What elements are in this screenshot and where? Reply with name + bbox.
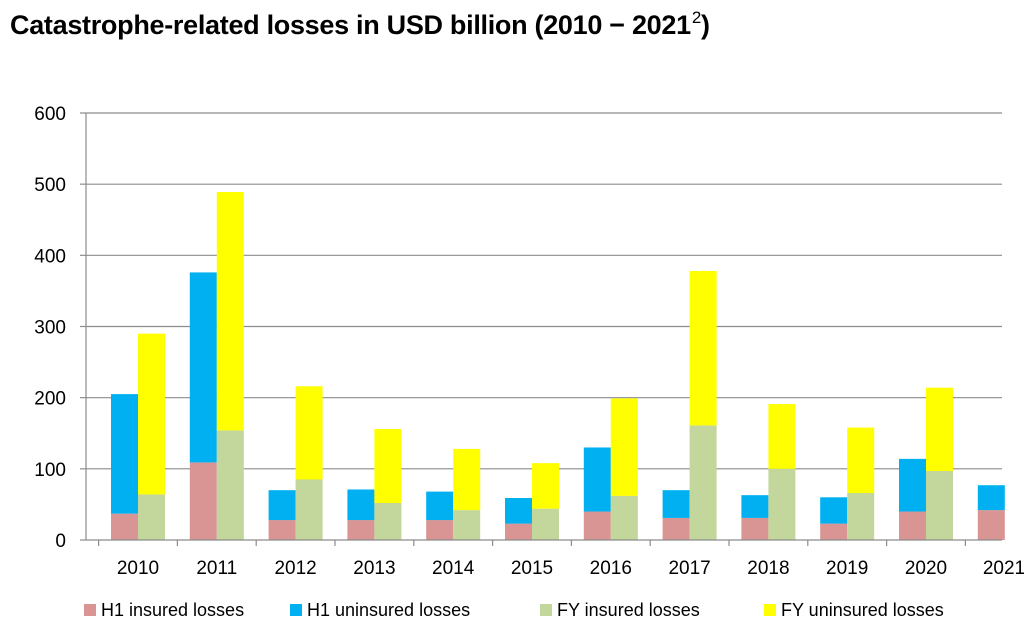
bar-fy-insured [610,495,638,540]
bar-fy-uninsured [295,386,323,480]
bar-h1-insured [583,511,611,540]
y-tick-label: 400 [34,246,66,267]
bar-fy-insured [453,510,481,540]
bar-fy-insured [374,502,402,540]
bar-fy-uninsured [453,448,481,511]
legend-label: FY uninsured losses [781,600,944,620]
bar-h1-uninsured [583,447,611,512]
x-tick-label: 2011 [196,558,237,579]
legend: H1 insured losses H1 uninsured losses FY i… [84,600,944,620]
bar-h1-insured [820,523,848,540]
bar-h1-uninsured [899,458,926,512]
y-tick-label: 0 [55,531,66,552]
bar-h1-insured [268,520,296,540]
bar-fy-uninsured [138,333,165,495]
bar-h1-insured [662,517,690,540]
bar-fy-insured [847,493,875,540]
x-tick-label: 2013 [353,558,395,579]
y-tick-label: 500 [34,175,66,196]
bar-fy-uninsured [216,191,244,431]
chart-title-text: Catastrophe-related losses in USD billio… [10,10,691,40]
bar-h1-uninsured [977,485,1005,511]
bar-h1-insured [505,523,532,540]
legend-swatch [540,604,552,616]
y-tick-label: 600 [34,104,66,125]
x-tick-label: 2019 [826,558,868,579]
x-tick-label: 2012 [274,558,316,579]
bar-h1-insured [741,517,769,540]
x-tick-label: 2021 [983,558,1024,579]
bar-fy-uninsured [610,398,638,496]
bar-h1-insured [977,510,1005,540]
bar-h1-insured [899,511,926,540]
legend-label: FY insured losses [557,600,700,620]
x-tick-label: 2017 [668,558,710,579]
bar-fy-insured [689,425,717,540]
x-tick-label: 2014 [432,558,475,579]
bar-h1-uninsured [111,394,138,514]
legend-swatch [764,604,776,616]
bar-h1-uninsured [505,498,532,524]
bar-fy-insured [295,479,323,540]
bar-fy-uninsured [768,404,796,469]
bar-h1-uninsured [347,489,375,521]
bar-fy-uninsured [847,427,875,494]
bar-fy-insured [216,430,244,540]
chart-title-end: ) [700,10,710,40]
bar-fy-insured [926,470,953,540]
bar-h1-uninsured [820,497,848,524]
x-tick-label: 2016 [590,558,632,579]
bar-fy-insured [532,508,559,540]
legend-swatch [84,604,96,616]
chart-title: Catastrophe-related losses in USD billio… [10,8,710,41]
x-tick-label: 2020 [905,558,947,579]
bar-h1-uninsured [662,490,690,518]
bars [111,191,1005,540]
bar-h1-insured [111,513,138,540]
bar-fy-insured [138,494,165,540]
bar-fy-uninsured [689,270,717,426]
bar-h1-uninsured [189,272,217,463]
bar-fy-uninsured [926,387,953,471]
axes: 0 100 200 300 400 500 600 2010 2011 2012 2013 2014 2… [34,104,1024,579]
x-tick-label: 2010 [117,558,159,579]
bar-h1-uninsured [426,491,454,521]
chart-title-footnote: 2 [691,8,701,27]
bar-h1-uninsured [741,495,769,518]
y-tick-label: 200 [34,389,66,410]
bar-fy-uninsured [374,428,402,503]
bar-fy-insured [768,468,796,540]
legend-label: H1 insured losses [101,600,244,620]
bar-h1-insured [189,462,217,540]
x-tick-label: 2018 [747,558,789,579]
bar-fy-uninsured [532,463,559,509]
bar-h1-insured [426,520,454,540]
bar-h1-uninsured [268,490,296,521]
bar-h1-insured [347,520,375,540]
y-tick-label: 100 [34,460,66,481]
legend-label: H1 uninsured losses [307,600,470,620]
y-tick-label: 300 [34,318,66,339]
legend-swatch [290,604,302,616]
x-tick-label: 2015 [511,558,553,579]
